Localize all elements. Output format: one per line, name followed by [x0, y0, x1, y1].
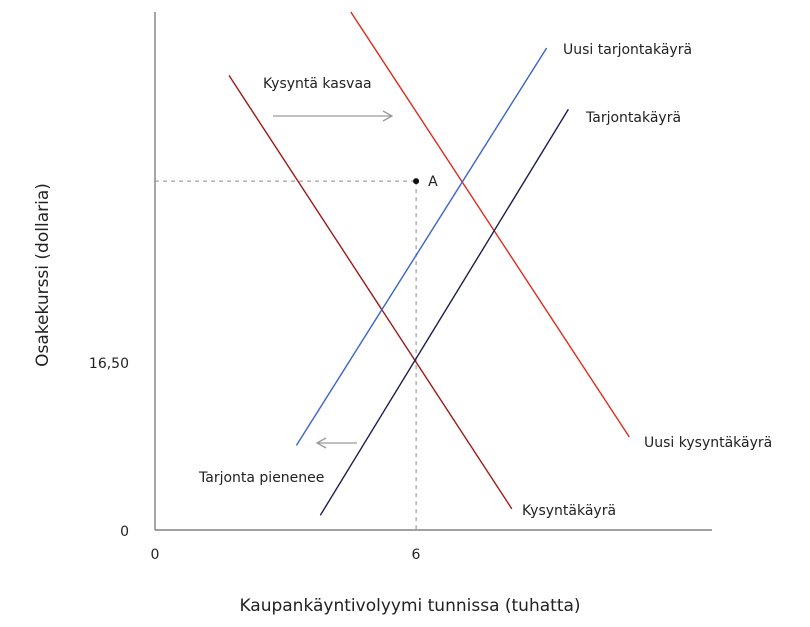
demand-curve [228, 75, 513, 510]
equilibrium-point [413, 178, 420, 185]
equilibrium-point-label: A [428, 174, 438, 190]
new-supply-curve [295, 47, 548, 446]
x-tick-label-6: 6 [412, 547, 421, 563]
new-demand-curve-label: Uusi kysyntäkäyrä [644, 435, 772, 451]
supply-shift-arrow [315, 437, 357, 449]
supply-shift-label: Tarjonta pienenee [198, 470, 324, 486]
supply-curve-label: Tarjontakäyrä [585, 110, 681, 126]
new-supply-curve-label: Uusi tarjontakäyrä [563, 42, 692, 58]
y-tick-label-16-50: 16,50 [89, 356, 129, 372]
x-tick-label-0: 0 [151, 547, 160, 563]
x-axis-title: Kaupankäyntivolyymi tunnissa (tuhatta) [239, 596, 580, 616]
y-tick-label-0: 0 [120, 524, 129, 540]
new-demand-curve [350, 11, 630, 438]
demand-curve-label: Kysyntäkäyrä [522, 503, 616, 519]
demand-shift-label: Kysyntä kasvaa [263, 76, 372, 92]
y-axis-title: Osakekurssi (dollaria) [33, 183, 53, 367]
supply-curve [319, 108, 569, 516]
demand-shift-arrow [273, 110, 394, 122]
